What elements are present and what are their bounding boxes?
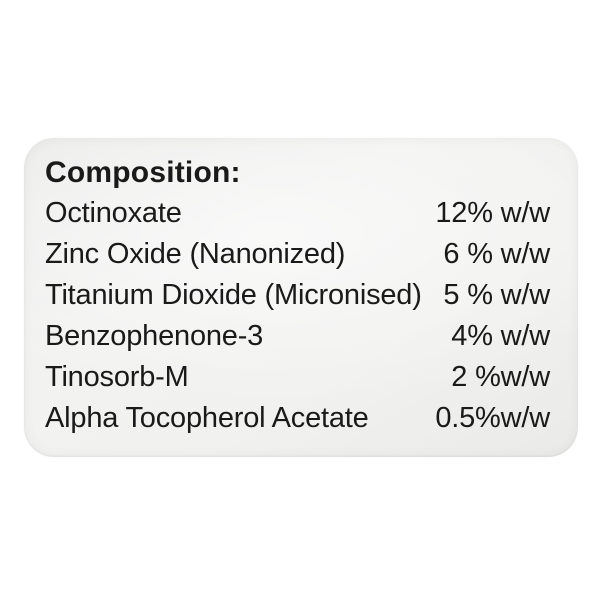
- ingredient-value: 12% w/w: [435, 197, 550, 229]
- ingredient-name: Zinc Oxide (Nanonized): [45, 238, 346, 270]
- ingredient-name: Titanium Dioxide (Micronised): [45, 279, 422, 311]
- ingredient-row: Alpha Tocopherol Acetate 0.5%w/w: [45, 398, 550, 439]
- composition-label: Composition: Octinoxate 12% w/w Zinc Oxi…: [24, 138, 578, 457]
- ingredient-value: 4% w/w: [451, 320, 550, 352]
- ingredient-name: Benzophenone-3: [45, 320, 264, 352]
- ingredient-row: Titanium Dioxide (Micronised) 5 % w/w: [45, 275, 550, 316]
- ingredient-row: Tinosorb-M 2 %w/w: [45, 357, 550, 398]
- ingredient-row: Benzophenone-3 4% w/w: [45, 316, 550, 357]
- composition-title: Composition:: [45, 156, 241, 189]
- ingredient-row: Zinc Oxide (Nanonized) 6 % w/w: [45, 234, 550, 275]
- ingredient-name: Tinosorb-M: [45, 361, 189, 393]
- ingredient-row: Octinoxate 12% w/w: [45, 193, 550, 234]
- ingredient-value: 2 %w/w: [451, 361, 550, 393]
- ingredient-name: Octinoxate: [45, 197, 182, 229]
- ingredient-value: 6 % w/w: [443, 238, 550, 270]
- ingredient-value: 0.5%w/w: [435, 402, 550, 434]
- ingredient-value: 5 % w/w: [443, 279, 550, 311]
- ingredient-name: Alpha Tocopherol Acetate: [45, 402, 369, 434]
